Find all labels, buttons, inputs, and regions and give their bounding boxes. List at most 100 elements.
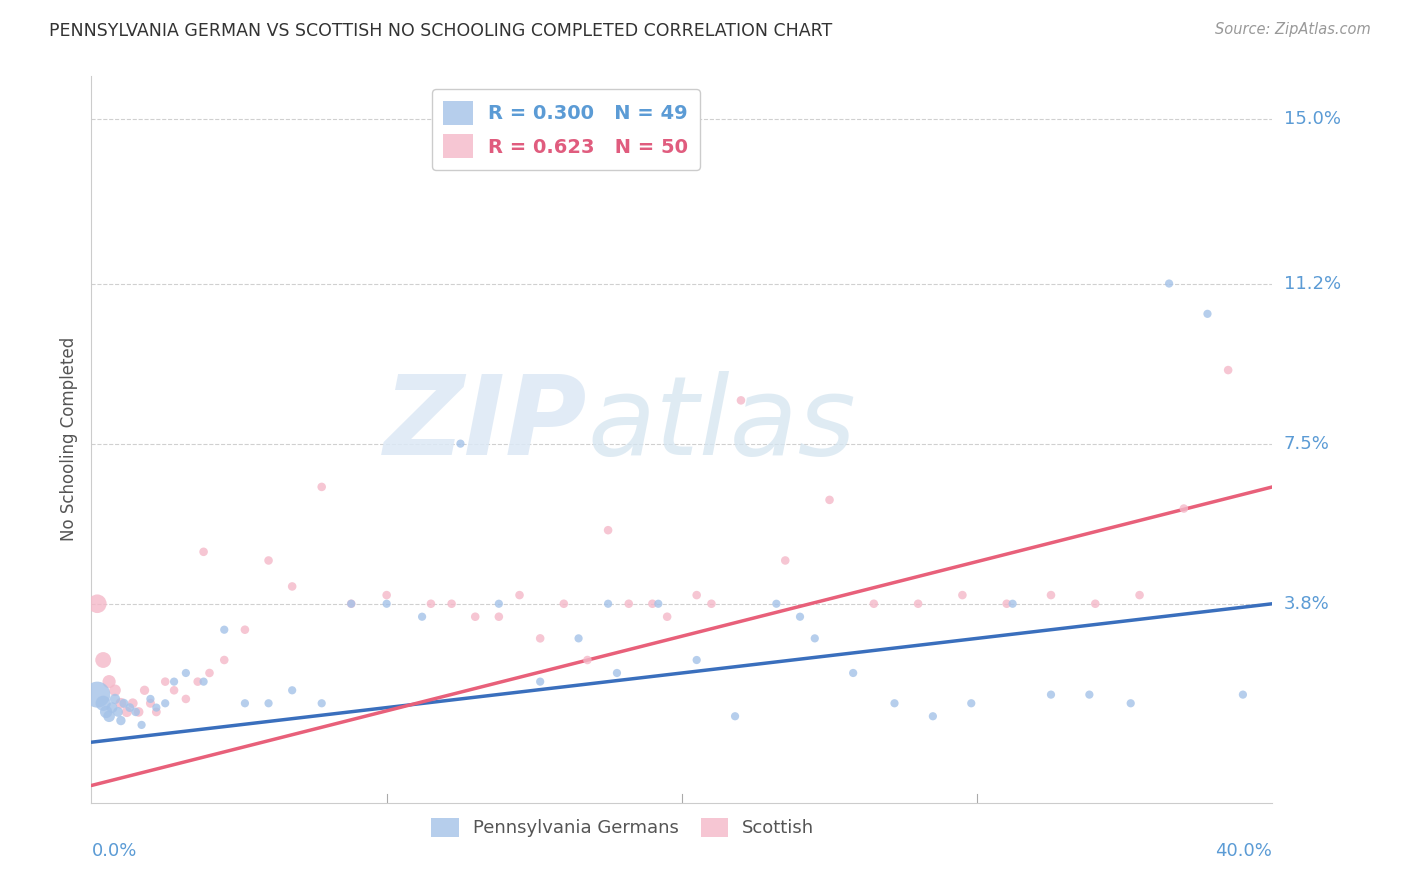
Point — [187, 674, 209, 689]
Point — [257, 553, 280, 567]
Point — [1173, 501, 1195, 516]
Point — [529, 674, 551, 689]
Point — [340, 597, 363, 611]
Point — [960, 696, 983, 710]
Point — [340, 597, 363, 611]
Point — [91, 653, 114, 667]
Point — [139, 692, 162, 706]
Point — [193, 674, 215, 689]
Text: PENNSYLVANIA GERMAN VS SCOTTISH NO SCHOOLING COMPLETED CORRELATION CHART: PENNSYLVANIA GERMAN VS SCOTTISH NO SCHOO… — [49, 22, 832, 40]
Point — [773, 553, 796, 567]
Point — [553, 597, 575, 611]
Point — [596, 523, 619, 537]
Point — [98, 674, 121, 689]
Point — [789, 609, 811, 624]
Point — [257, 696, 280, 710]
Point — [596, 597, 619, 611]
Point — [724, 709, 747, 723]
Point — [104, 683, 127, 698]
Point — [375, 597, 398, 611]
Point — [198, 665, 221, 680]
Point — [440, 597, 463, 611]
Point — [145, 700, 167, 714]
Point — [1078, 688, 1101, 702]
Point — [950, 588, 973, 602]
Point — [1232, 688, 1254, 702]
Text: Source: ZipAtlas.com: Source: ZipAtlas.com — [1215, 22, 1371, 37]
Point — [174, 692, 197, 706]
Text: 3.8%: 3.8% — [1284, 595, 1329, 613]
Point — [804, 632, 827, 646]
Point — [1129, 588, 1152, 602]
Point — [163, 683, 186, 698]
Text: 40.0%: 40.0% — [1216, 842, 1272, 860]
Point — [765, 597, 787, 611]
Point — [730, 393, 752, 408]
Point — [163, 674, 186, 689]
Point — [115, 705, 138, 719]
Point — [1159, 277, 1181, 291]
Point — [281, 579, 304, 593]
Point — [488, 597, 510, 611]
Point — [193, 545, 215, 559]
Point — [488, 609, 510, 624]
Point — [128, 705, 150, 719]
Point — [112, 696, 135, 710]
Text: 7.5%: 7.5% — [1284, 434, 1330, 452]
Point — [1197, 307, 1219, 321]
Legend: Pennsylvania Germans, Scottish: Pennsylvania Germans, Scottish — [425, 811, 821, 845]
Point — [450, 436, 472, 450]
Point — [922, 709, 945, 723]
Point — [104, 692, 127, 706]
Point — [641, 597, 664, 611]
Point — [1119, 696, 1142, 710]
Point — [233, 623, 256, 637]
Point — [606, 665, 628, 680]
Point — [1040, 588, 1063, 602]
Point — [818, 492, 841, 507]
Y-axis label: No Schooling Completed: No Schooling Completed — [59, 337, 77, 541]
Text: 11.2%: 11.2% — [1284, 275, 1341, 293]
Point — [101, 700, 124, 714]
Point — [214, 653, 236, 667]
Point — [907, 597, 929, 611]
Text: 15.0%: 15.0% — [1284, 110, 1340, 128]
Point — [647, 597, 669, 611]
Point — [883, 696, 905, 710]
Point — [121, 696, 143, 710]
Point — [1218, 363, 1240, 377]
Point — [685, 653, 707, 667]
Text: 0.0%: 0.0% — [91, 842, 136, 860]
Point — [131, 718, 153, 732]
Point — [375, 588, 398, 602]
Point — [509, 588, 531, 602]
Point — [568, 632, 591, 646]
Text: ZIP: ZIP — [384, 371, 588, 478]
Point — [91, 696, 114, 710]
Point — [576, 653, 599, 667]
Point — [110, 714, 132, 728]
Point — [134, 683, 156, 698]
Point — [1001, 597, 1024, 611]
Point — [419, 597, 441, 611]
Point — [153, 696, 177, 710]
Point — [464, 609, 486, 624]
Point — [174, 665, 197, 680]
Point — [96, 705, 118, 719]
Point — [86, 597, 108, 611]
Point — [1084, 597, 1107, 611]
Point — [86, 688, 108, 702]
Point — [233, 696, 256, 710]
Point — [98, 709, 121, 723]
Point — [311, 696, 333, 710]
Point — [107, 705, 129, 719]
Point — [1040, 688, 1063, 702]
Point — [118, 700, 141, 714]
Point — [110, 696, 132, 710]
Point — [617, 597, 640, 611]
Point — [145, 705, 167, 719]
Point — [311, 480, 333, 494]
Point — [281, 683, 304, 698]
Point — [124, 705, 148, 719]
Point — [655, 609, 678, 624]
